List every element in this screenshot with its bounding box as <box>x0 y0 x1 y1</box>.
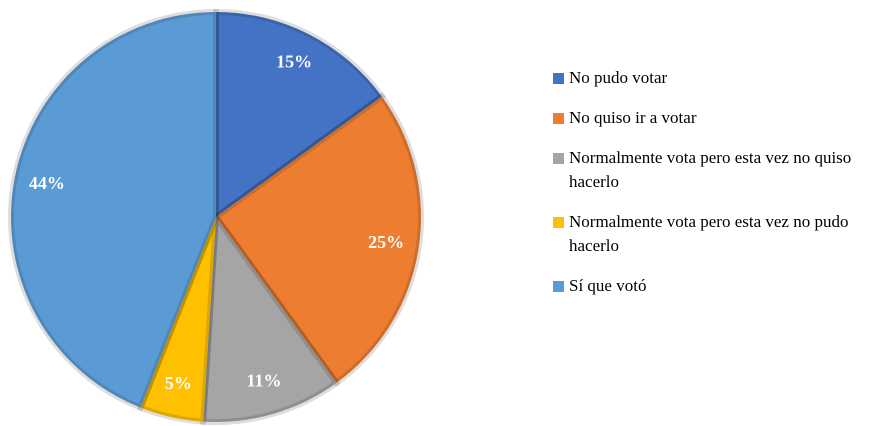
slice-group <box>213 8 387 223</box>
legend: No pudo votar No quiso ir a votar Normalme… <box>553 66 873 314</box>
pie-area: 15% 25% 11% 5% 44% <box>8 8 424 425</box>
slice-edge <box>211 92 424 388</box>
slice-group <box>199 208 341 425</box>
pie-slice <box>216 12 382 217</box>
slice-edge <box>136 215 219 425</box>
slice-group <box>8 8 219 412</box>
legend-label: Sí que votó <box>569 276 647 295</box>
data-label: 44% <box>29 173 65 193</box>
slice-edge <box>8 8 219 412</box>
legend-swatch <box>553 153 564 164</box>
legend-label: Normalmente vota pero esta vez no quiso … <box>569 148 852 191</box>
data-label: 5% <box>165 373 192 393</box>
legend-swatch <box>553 73 564 84</box>
legend-swatch <box>553 281 564 292</box>
slice-group <box>211 92 424 388</box>
slice-edge <box>199 208 341 425</box>
legend-swatch <box>553 217 564 228</box>
data-label: 11% <box>247 370 282 390</box>
pie-slice <box>216 96 421 383</box>
legend-item: Normalmente vota pero esta vez no quiso … <box>553 146 873 194</box>
legend-label: No quiso ir a votar <box>569 108 697 127</box>
legend-label: No pudo votar <box>569 68 668 87</box>
pie-slice <box>10 12 216 408</box>
pie-slice <box>203 217 337 423</box>
slice-group <box>136 215 219 425</box>
legend-item: Normalmente vota pero esta vez no pudo h… <box>553 210 873 258</box>
legend-item: Sí que votó <box>553 274 873 298</box>
pie-slice <box>140 217 216 422</box>
slice-edge <box>213 8 387 223</box>
legend-item: No pudo votar <box>553 66 873 90</box>
legend-label: Normalmente vota pero esta vez no pudo h… <box>569 212 849 255</box>
data-label: 25% <box>368 232 404 252</box>
legend-item: No quiso ir a votar <box>553 106 873 130</box>
legend-swatch <box>553 113 564 124</box>
data-label: 15% <box>276 52 312 72</box>
